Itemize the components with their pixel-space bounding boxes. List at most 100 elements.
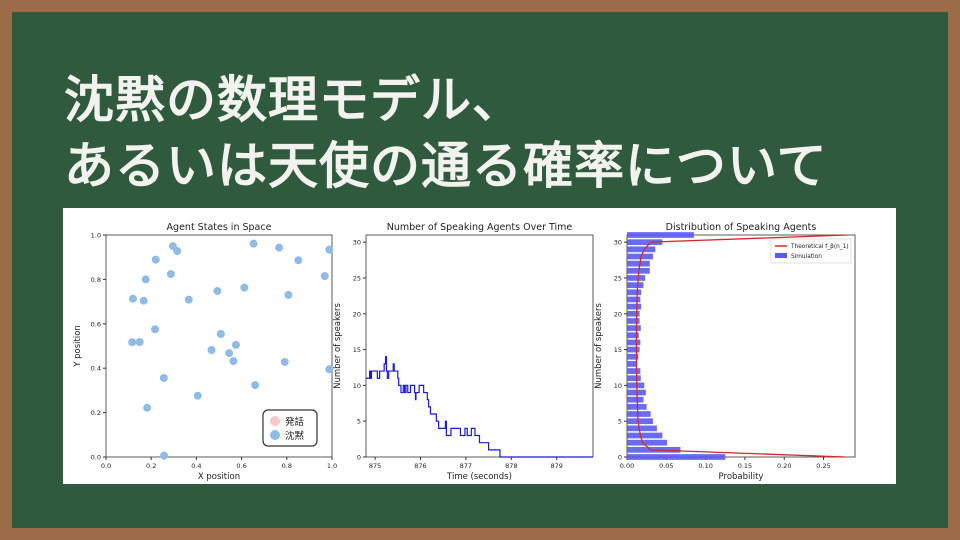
legend: Theoretical f_β(n_1) Simulation [770,238,852,264]
histogram-bar [627,232,694,238]
agent-point [216,330,225,339]
agent-point [294,256,303,265]
x-tick-label: 0.05 [659,462,673,470]
agent-point [280,357,289,366]
chalkboard: 沈黙の数理モデル、 あるいは天使の通る確率について Agent States i… [12,12,948,528]
chart-title: Number of Speaking Agents Over Time [387,222,573,233]
agent-point [229,357,238,366]
histogram-bar [627,404,647,410]
agent-point [251,381,260,390]
agent-point [193,391,202,400]
y-tick-label: 0 [618,454,622,462]
y-tick-label: 5 [618,418,622,426]
histogram-bar [627,361,638,367]
y-tick-label: 30 [353,239,361,247]
x-tick-label: 875 [369,462,381,470]
histogram-bar [627,310,640,317]
agent-point [225,349,234,358]
y-tick-label: 10 [614,382,622,390]
histogram-bar [627,239,663,246]
speakers-line [366,356,593,458]
x-tick-label: 879 [550,462,562,470]
agent-point [320,272,329,281]
x-tick-label: 0.20 [777,462,791,470]
agent-point [207,345,216,354]
y-tick-label: 15 [614,346,622,354]
x-tick-label: 0.0 [101,462,111,470]
agent-point [284,290,293,299]
histogram-bar [627,246,656,253]
histogram-bar [627,289,642,296]
histogram-bar [627,375,641,382]
y-tick-label: 20 [353,310,361,318]
y-tick-label: 1.0 [91,232,101,240]
histogram-bar [627,368,641,374]
histogram-bar [627,411,651,417]
agent-point [173,246,182,255]
legend-label: 沈黙 [285,430,305,442]
x-tick-label: 0.8 [282,462,292,470]
figure-panel: Agent States in Space X position Y positio… [63,208,896,484]
agent-point [213,286,222,295]
y-tick-label: 0 [357,454,361,462]
legend-label: 発話 [285,416,305,428]
histogram-bar [627,253,653,260]
agent-point [275,243,284,252]
x-tick-label: 0.15 [738,462,752,470]
distribution-chart: Distribution of Speaking Agents Probabili… [594,222,856,482]
histogram-bar [627,382,645,389]
y-tick-label: 0.4 [91,365,101,373]
agent-point [159,373,168,382]
agent-point [325,245,334,254]
axes-frame [365,234,594,458]
x-axis-label: X position [198,472,240,482]
agent-point [128,338,137,347]
y-tick-label: 20 [614,310,622,318]
histogram-bar [627,353,639,360]
agent-point [141,275,150,284]
agent-point [128,294,137,303]
x-tick-label: 0.4 [191,462,201,470]
histogram-bar [627,325,641,331]
agent-point [166,270,175,279]
agent-point [249,239,258,248]
histogram-bar [627,296,641,303]
x-tick-label: 0.2 [146,462,156,470]
figure: Agent States in Space X position Y positio… [73,222,856,482]
histogram-bar [627,282,644,288]
slide-title-line-2: あるいは天使の通る確率について [64,137,828,195]
histogram-bar [627,303,642,310]
legend-marker [270,430,280,440]
y-tick-label: 15 [353,346,361,354]
x-tick-label: 0.00 [620,462,634,470]
legend-label: Simulation [791,254,822,260]
y-axis-label: Number of speakers [333,303,343,389]
y-tick-label: 0.0 [91,454,101,462]
histogram-bar [627,339,641,346]
histogram-bar [627,454,726,460]
x-tick-label: 0.25 [816,462,830,470]
legend-label: Theoretical f_β(n_1) [790,244,849,250]
agent-point [325,365,334,374]
x-tick-label: 0.6 [236,462,246,470]
agent-point [160,451,169,460]
legend-box [770,238,852,264]
agent-point [139,296,148,305]
x-tick-label: 877 [460,462,472,470]
x-tick-label: 878 [505,462,517,470]
axes-frame [626,234,856,458]
x-axis-label: Probability [719,472,764,482]
slide-title-line-1: 沈黙の数理モデル、 [64,71,523,129]
agent-point [240,283,249,292]
y-axis-label: Number of speakers [594,303,604,389]
histogram-bar [627,275,646,281]
histogram-bar [627,396,644,403]
y-tick-label: 30 [614,239,622,247]
histogram-bar [627,318,640,324]
histogram-bar [627,332,639,339]
histogram-bar [627,439,668,446]
y-tick-label: 0.2 [91,409,101,417]
axes-frame [105,234,333,458]
histogram-bar [627,260,650,267]
